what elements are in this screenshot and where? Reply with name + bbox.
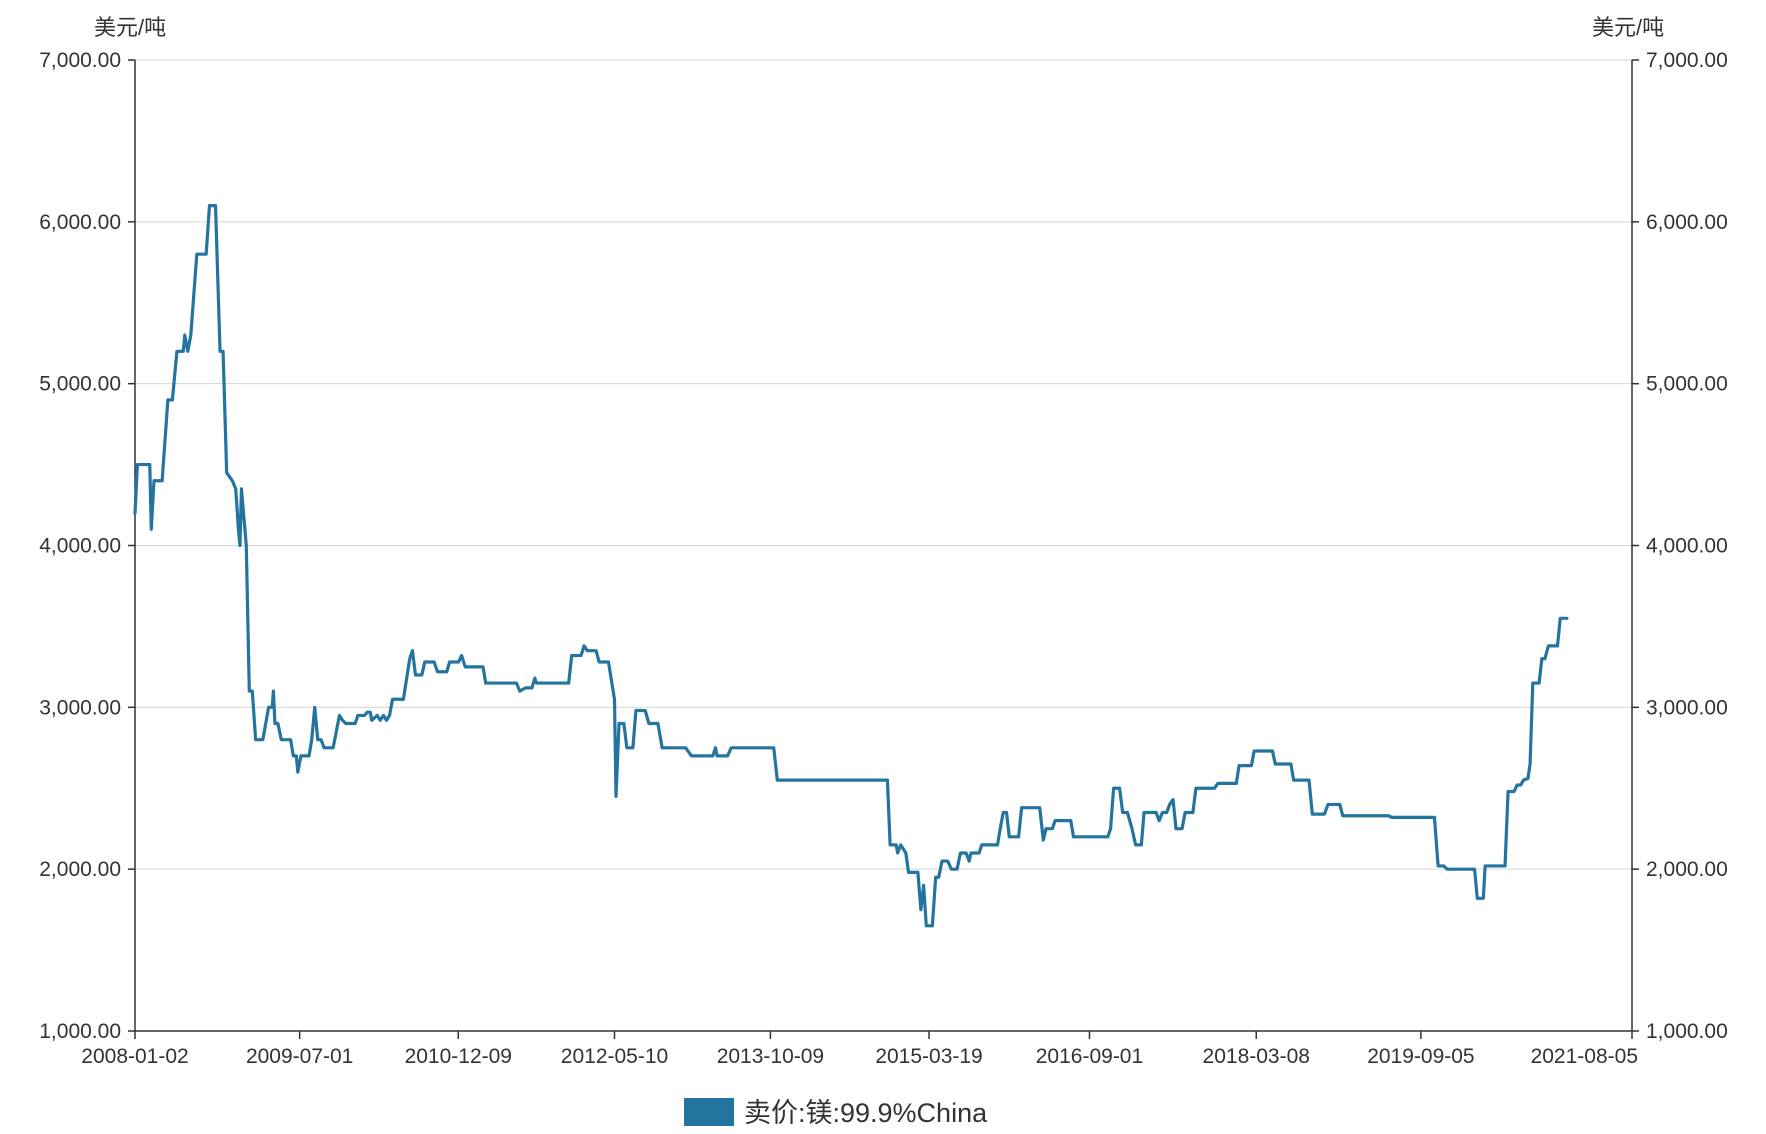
x-tick-label: 2015-03-19 (875, 1045, 982, 1068)
left-y-tick-label: 1,000.00 (39, 1020, 121, 1043)
series-layer (133, 204, 1569, 928)
right-y-tick-label: 6,000.00 (1646, 211, 1728, 234)
left-y-tick-label: 2,000.00 (39, 858, 121, 881)
x-tick-label: 2018-03-08 (1203, 1045, 1310, 1068)
y-axis-ticks: 1,000.00 1,000.00 2,000.00 2,000.00 3,000.00… (39, 49, 1728, 1043)
x-tick-label: 2013-10-09 (717, 1045, 824, 1068)
legend-label: 卖价:镁:99.9%China (744, 1098, 988, 1128)
left-y-tick-label: 4,000.00 (39, 535, 121, 558)
legend-swatch (684, 1098, 734, 1126)
right-y-tick-label: 4,000.00 (1646, 535, 1728, 558)
x-tick-label: 2019-09-05 (1367, 1045, 1474, 1068)
grid-lines (135, 59, 1632, 870)
legend[interactable]: 卖价:镁:99.9%China (684, 1098, 988, 1128)
left-y-tick-label: 5,000.00 (39, 373, 121, 396)
left-y-tick-label: 7,000.00 (39, 49, 121, 72)
left-y-tick-label: 6,000.00 (39, 211, 121, 234)
right-y-tick-label: 2,000.00 (1646, 858, 1728, 881)
x-axis-ticks: 2008-01-02 2009-07-01 2010-12-09 2012-05-10… (81, 1031, 1638, 1068)
x-tick-label: 2009-07-01 (246, 1045, 353, 1068)
right-y-tick-label: 5,000.00 (1646, 373, 1728, 396)
x-tick-label: 2010-12-09 (405, 1045, 512, 1068)
right-axis-unit: 美元/吨 (1592, 15, 1664, 40)
x-tick-label: 2016-09-01 (1036, 1045, 1143, 1068)
series-line (133, 204, 1569, 928)
x-tick-label: 2021-08-05 (1531, 1045, 1638, 1068)
x-tick-label: 2012-05-10 (561, 1045, 668, 1068)
left-y-tick-label: 3,000.00 (39, 696, 121, 719)
x-tick-label: 2008-01-02 (81, 1045, 188, 1068)
right-y-tick-label: 3,000.00 (1646, 696, 1728, 719)
right-y-tick-label: 1,000.00 (1646, 1020, 1728, 1043)
right-y-tick-label: 7,000.00 (1646, 49, 1728, 72)
left-axis-unit: 美元/吨 (94, 15, 166, 40)
